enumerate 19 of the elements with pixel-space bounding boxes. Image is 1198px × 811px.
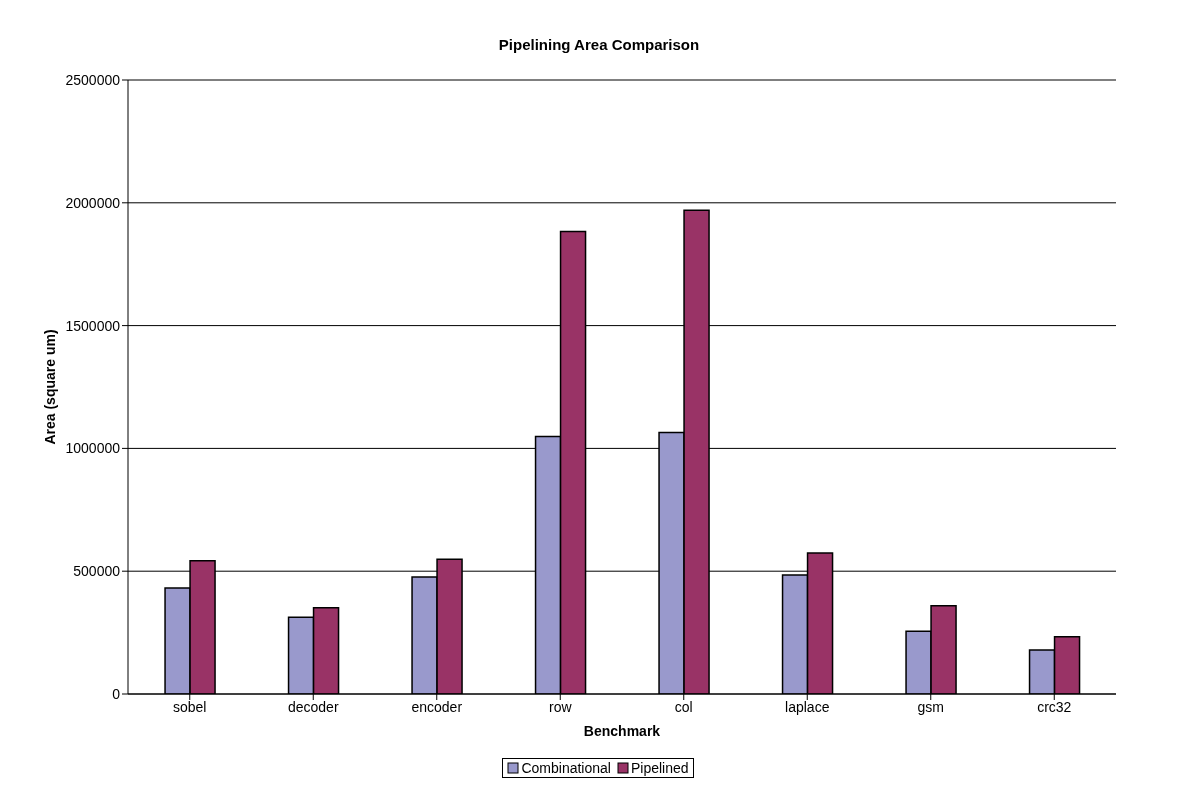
x-tick-label: row (548, 698, 573, 715)
legend-label: Pipelined (629, 760, 689, 776)
x-axis-title: Benchmark (583, 723, 661, 739)
y-tick-label: 2000000 (65, 194, 121, 211)
y-tick-label: 1500000 (65, 317, 121, 334)
x-tick-label: decoder (287, 698, 339, 715)
x-tick-label: sobel (173, 698, 207, 715)
y-tick-label: 0 (112, 685, 121, 702)
y-tick-label: 2500000 (65, 71, 121, 88)
x-tick-label: col (674, 698, 693, 715)
y-tick-label: 1000000 (65, 440, 121, 457)
y-tick-label: 500000 (73, 563, 121, 580)
x-tick-label: laplace (785, 698, 830, 715)
x-tick-label: encoder (411, 698, 463, 715)
x-tick-label: gsm (917, 698, 944, 715)
legend-label: Combinational (520, 760, 611, 776)
y-axis-title: Area (square um) (41, 329, 58, 445)
x-tick-label: crc32 (1037, 698, 1072, 715)
chart-title: Pipelining Area Comparison (497, 36, 701, 53)
